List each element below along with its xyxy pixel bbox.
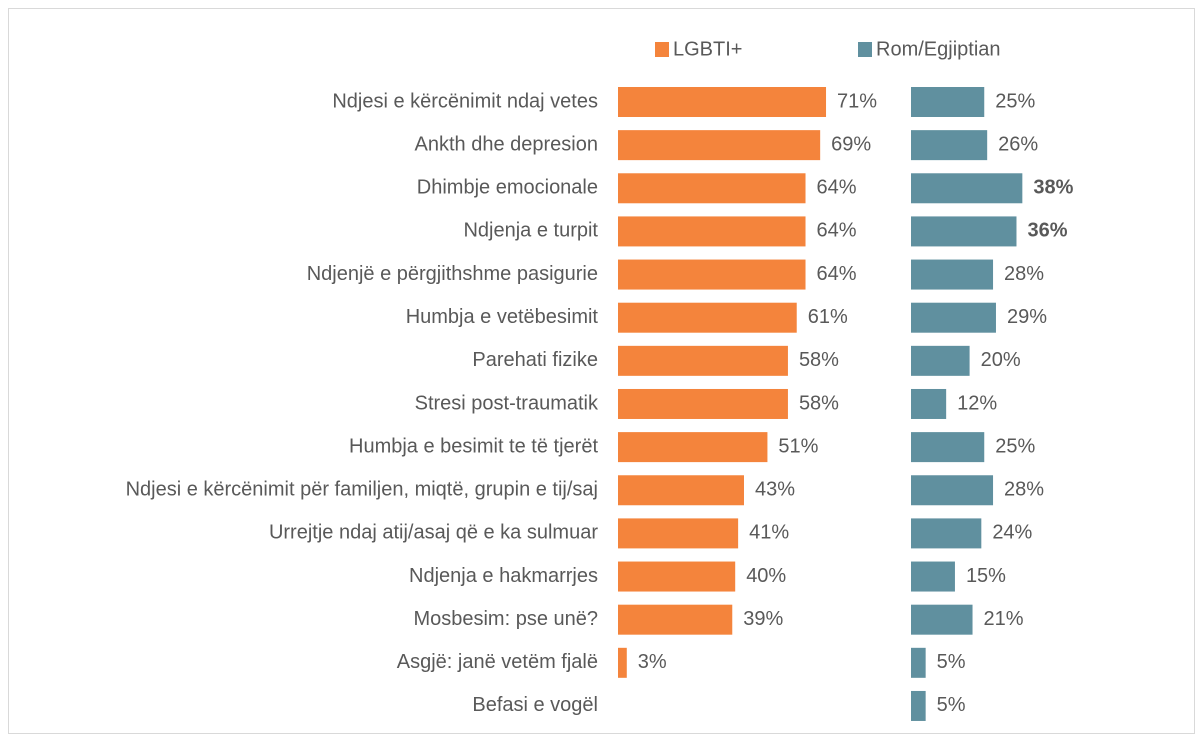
data-label: 40%: [746, 565, 786, 587]
category-label: Ndjenja e hakmarrjes: [409, 565, 598, 587]
bar: [911, 345, 970, 376]
bar: [911, 87, 985, 117]
bar: [618, 173, 806, 204]
data-label: 69%: [831, 133, 871, 155]
data-label: 21%: [984, 608, 1024, 630]
bar: [618, 604, 733, 635]
data-label: 64%: [817, 263, 857, 285]
bar: [618, 647, 627, 678]
data-label: 20%: [981, 349, 1021, 371]
bar: [618, 475, 744, 506]
data-label: 5%: [937, 694, 966, 716]
category-label: Stresi post-traumatik: [415, 392, 599, 414]
data-label: 36%: [1027, 220, 1067, 242]
data-label: 3%: [638, 651, 667, 673]
category-label: Mosbesim: pse unë?: [413, 608, 598, 630]
data-label: 38%: [1033, 177, 1073, 199]
bar: [618, 518, 739, 549]
data-label: 26%: [998, 133, 1038, 155]
category-label: Asgjë: janë vetëm fjalë: [397, 651, 598, 673]
chart-frame: [8, 8, 1195, 734]
bar: [911, 130, 988, 161]
category-label: Befasi e vogël: [472, 694, 598, 716]
bar: [618, 259, 806, 290]
category-label: Humbja e vetëbesimit: [406, 306, 599, 328]
legend-label: Rom/Egjiptian: [876, 38, 1001, 60]
bar: [911, 475, 994, 506]
legend-swatch: [655, 42, 669, 57]
category-label: Ndjenjë e përgjithshme pasigurie: [307, 263, 598, 285]
bar: [618, 345, 788, 376]
bar: [618, 216, 806, 247]
bar: [911, 647, 926, 678]
bar: [911, 690, 926, 721]
bar: [911, 173, 1023, 204]
bar: [618, 130, 821, 161]
bar: [911, 259, 994, 290]
data-label: 15%: [966, 565, 1006, 587]
data-label: 58%: [799, 392, 839, 414]
bar: [618, 432, 768, 463]
bar: [618, 302, 797, 333]
bar: [911, 518, 982, 549]
data-label: 25%: [995, 435, 1035, 457]
data-label: 5%: [937, 651, 966, 673]
data-label: 25%: [995, 90, 1035, 112]
category-label: Humbja e besimit te të tjerët: [349, 435, 598, 457]
bar: [911, 604, 973, 635]
data-label: 61%: [808, 306, 848, 328]
bar: [911, 216, 1017, 247]
data-label: 43%: [755, 479, 795, 501]
bar: [911, 561, 955, 592]
data-label: 29%: [1007, 306, 1047, 328]
category-label: Urrejtje ndaj atij/asaj që e ka sulmuar: [269, 522, 598, 544]
bar: [911, 302, 996, 333]
data-label: 24%: [992, 522, 1032, 544]
data-label: 12%: [957, 392, 997, 414]
legend-label: LGBTI+: [673, 38, 742, 60]
data-label: 39%: [743, 608, 783, 630]
data-label: 28%: [1004, 479, 1044, 501]
category-label: Ndjenja e turpit: [463, 220, 598, 242]
bar: [911, 388, 947, 419]
bar: [618, 561, 736, 592]
category-label: Ankth dhe depresion: [415, 133, 598, 155]
legend-swatch: [858, 42, 872, 57]
data-label: 41%: [749, 522, 789, 544]
data-label: 64%: [817, 220, 857, 242]
data-label: 28%: [1004, 263, 1044, 285]
data-label: 64%: [817, 177, 857, 199]
category-label: Ndjesi e kërcënimit për familjen, miqtë,…: [126, 479, 598, 501]
data-label: 71%: [837, 90, 877, 112]
bar: [911, 432, 985, 463]
bar: [618, 388, 788, 419]
category-label: Ndjesi e kërcënimit ndaj vetes: [332, 90, 598, 112]
bar: [618, 87, 827, 117]
category-label: Dhimbje emocionale: [417, 177, 598, 199]
category-label: Parehati fizike: [472, 349, 598, 371]
data-label: 51%: [778, 435, 818, 457]
data-label: 58%: [799, 349, 839, 371]
